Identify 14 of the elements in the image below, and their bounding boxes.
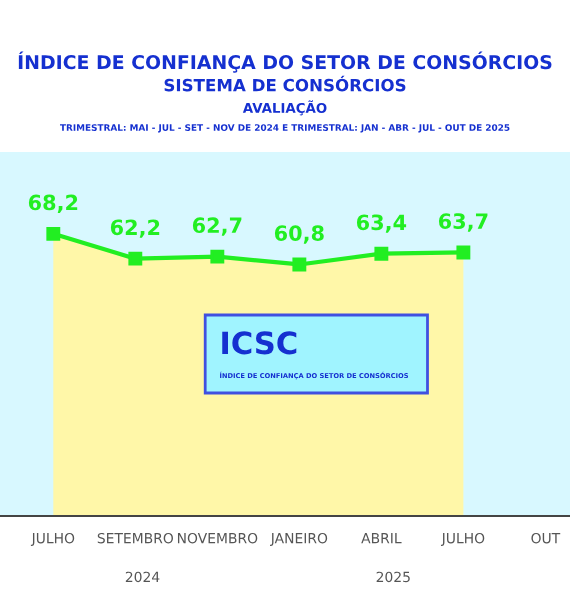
annotation: ICSC	[222, 331, 297, 355]
data-label: 68,2	[28, 194, 78, 214]
data-label: 62,2	[110, 219, 160, 238]
point	[128, 251, 143, 266]
point	[456, 245, 471, 260]
chart-title: ÍNDICE DE CONFIANÇA DO SETOR DE CONSÓRCIOS	[18, 51, 552, 73]
data-label: 63,4	[356, 214, 407, 233]
point	[46, 226, 61, 241]
data-label: 62,7	[192, 217, 242, 236]
point	[210, 249, 225, 264]
data-label: 63,7	[438, 213, 488, 232]
point	[374, 246, 389, 261]
point	[292, 257, 307, 272]
data-label: 60,8	[274, 225, 324, 244]
